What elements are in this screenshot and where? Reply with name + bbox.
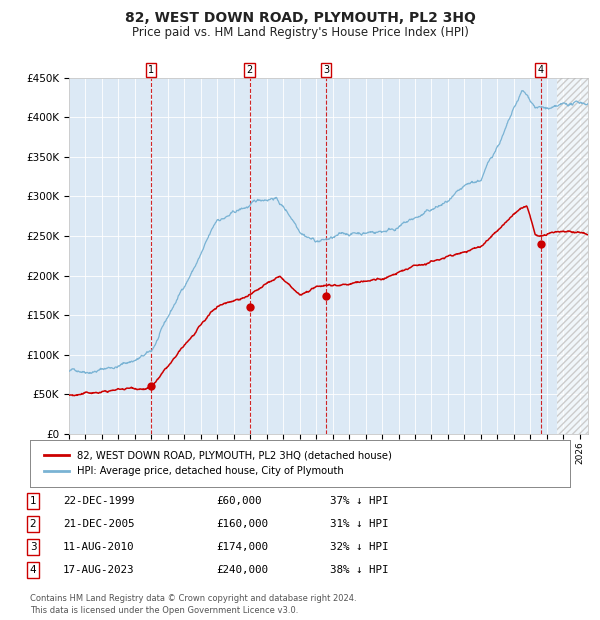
Text: 82, WEST DOWN ROAD, PLYMOUTH, PL2 3HQ: 82, WEST DOWN ROAD, PLYMOUTH, PL2 3HQ — [125, 11, 475, 25]
Text: Contains HM Land Registry data © Crown copyright and database right 2024.
This d: Contains HM Land Registry data © Crown c… — [30, 593, 356, 615]
Text: 22-DEC-1999: 22-DEC-1999 — [63, 496, 134, 506]
Text: £240,000: £240,000 — [216, 565, 268, 575]
Text: £160,000: £160,000 — [216, 519, 268, 529]
Text: 32% ↓ HPI: 32% ↓ HPI — [330, 542, 389, 552]
Text: 1: 1 — [148, 64, 154, 75]
Text: 3: 3 — [29, 542, 37, 552]
Text: 17-AUG-2023: 17-AUG-2023 — [63, 565, 134, 575]
Bar — [557, 78, 588, 434]
Text: £174,000: £174,000 — [216, 542, 268, 552]
Text: 3: 3 — [323, 64, 329, 75]
Text: 2: 2 — [29, 519, 37, 529]
Text: 4: 4 — [538, 64, 544, 75]
Text: 31% ↓ HPI: 31% ↓ HPI — [330, 519, 389, 529]
Text: 2: 2 — [247, 64, 253, 75]
Text: 21-DEC-2005: 21-DEC-2005 — [63, 519, 134, 529]
Text: 38% ↓ HPI: 38% ↓ HPI — [330, 565, 389, 575]
Text: Price paid vs. HM Land Registry's House Price Index (HPI): Price paid vs. HM Land Registry's House … — [131, 26, 469, 39]
Text: £60,000: £60,000 — [216, 496, 262, 506]
Text: 11-AUG-2010: 11-AUG-2010 — [63, 542, 134, 552]
Bar — [557, 78, 588, 434]
Text: 1: 1 — [29, 496, 37, 506]
Text: 4: 4 — [29, 565, 37, 575]
Legend: 82, WEST DOWN ROAD, PLYMOUTH, PL2 3HQ (detached house), HPI: Average price, deta: 82, WEST DOWN ROAD, PLYMOUTH, PL2 3HQ (d… — [40, 446, 396, 480]
Text: 37% ↓ HPI: 37% ↓ HPI — [330, 496, 389, 506]
